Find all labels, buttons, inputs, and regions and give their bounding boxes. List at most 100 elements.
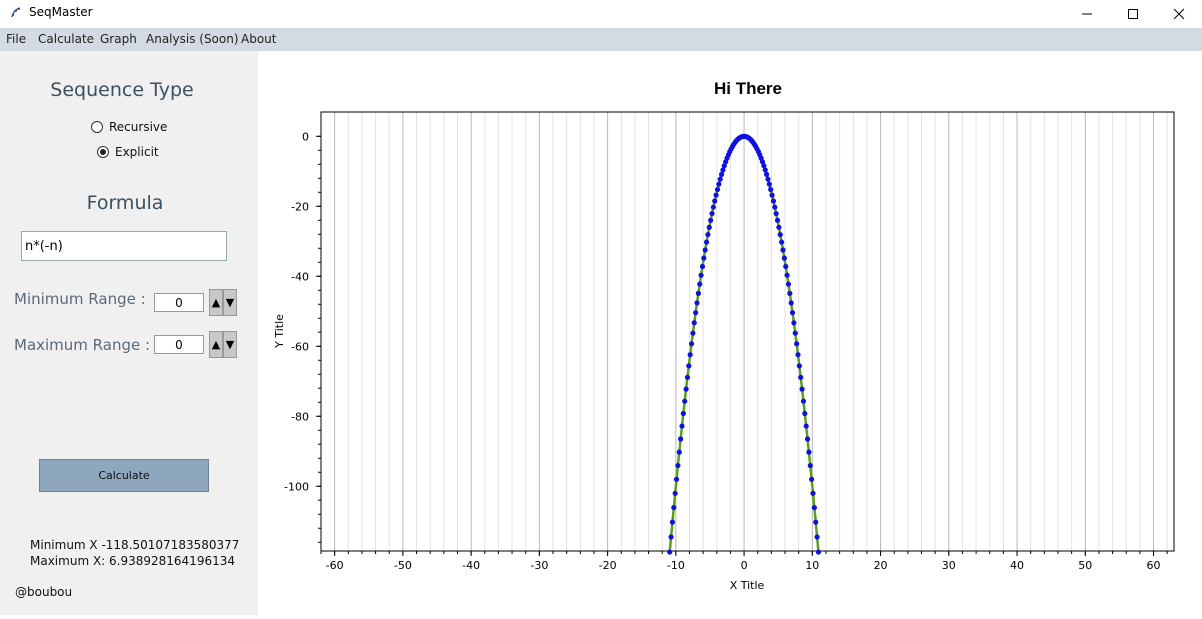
radio-button-unchecked[interactable] [91,121,103,133]
data-point [701,255,707,261]
data-point [780,247,786,253]
x-tick-label: 40 [1010,559,1024,572]
radio-button-checked[interactable] [97,146,109,158]
data-point [788,300,794,306]
data-point [673,476,680,482]
data-point [810,490,816,496]
data-point [781,255,787,261]
min-range-down-button[interactable]: ▼ [223,289,237,316]
data-point [813,519,819,525]
title-bar: SeqMaster [0,0,1202,28]
data-point [759,159,766,165]
max-range-down-button[interactable]: ▼ [223,331,237,358]
formula-input[interactable] [21,231,227,261]
close-icon [1173,8,1185,20]
calculate-button[interactable]: Calculate [39,459,209,492]
y-tick-label: -60 [291,340,309,353]
data-point [718,171,725,177]
data-point [693,310,699,316]
data-point [773,210,779,217]
window-title: SeqMaster [29,5,93,19]
data-point [667,549,673,555]
data-point [800,398,807,404]
sequence-type-heading: Sequence Type [50,79,194,101]
data-point [720,167,726,173]
data-point [694,300,700,306]
data-point [795,352,801,358]
data-point [699,263,706,270]
data-point [791,320,797,326]
data-point [814,534,820,540]
sequence-chart[interactable]: Hi There -60 -50 -40 -30 -20 -10 0 10 20 30 40 50 60… [258,66,1202,615]
max-range-input[interactable] [154,335,204,354]
data-point [695,290,701,296]
data-point [776,224,782,230]
data-point [669,519,676,525]
x-tick-label: -40 [462,559,480,572]
minimum-x-readout: Minimum X -118.50107183580377 [30,538,240,552]
data-point [787,290,793,296]
data-point [799,386,805,392]
radio-explicit[interactable]: Explicit [97,145,159,159]
maximize-icon [1128,9,1138,19]
chart-series [667,133,822,555]
y-tick-label: -20 [291,200,309,213]
x-tick-label: 60 [1147,559,1161,572]
data-point [803,423,809,429]
menu-bar: File Calculate Graph Analysis (Soon) Abo… [0,28,1202,51]
data-point [706,224,712,230]
chart-grid [320,112,1168,551]
close-button[interactable] [1156,0,1202,28]
data-point [676,449,682,455]
data-point [774,217,781,223]
data-point [712,198,718,204]
data-point [714,186,721,193]
x-tick-label: 50 [1078,559,1092,572]
radio-recursive[interactable]: Recursive [91,120,167,134]
menu-analysis[interactable]: Analysis (Soon) [146,32,239,46]
max-range-up-button[interactable]: ▲ [209,331,223,358]
data-point [784,272,790,278]
data-point [768,186,774,193]
data-point [684,374,691,380]
minimize-button[interactable] [1064,0,1110,28]
min-range-up-button[interactable]: ▲ [209,289,223,316]
data-point [682,398,688,404]
x-tick-label: -60 [326,559,344,572]
maximize-button[interactable] [1110,0,1156,28]
app-icon [11,7,21,18]
data-point [672,490,678,496]
minimize-icon [1082,13,1092,15]
data-point [783,263,789,270]
data-point [691,320,697,326]
max-range-label: Maximum Range : [14,336,151,354]
data-point [713,192,719,198]
data-point [716,181,722,187]
data-point [708,217,714,223]
min-range-input[interactable] [154,293,204,312]
data-point [679,423,685,429]
data-point [698,272,704,278]
radio-recursive-label: Recursive [109,120,168,134]
data-point [688,341,695,347]
plot-border [320,111,1175,552]
x-tick-label: 10 [805,559,819,572]
min-range-label: Minimum Range : [14,290,146,308]
credit-text: @boubou [15,585,73,599]
chart-axes [320,111,1175,552]
menu-graph[interactable]: Graph [100,32,137,46]
x-axis-label: X Title [730,579,765,592]
data-point [668,534,674,540]
data-point [802,410,808,417]
y-tick-label: -100 [284,480,309,493]
arrow-down-icon: ▼ [225,338,235,351]
data-point [675,462,681,469]
data-point [709,210,715,217]
menu-calculate[interactable]: Calculate [38,32,95,46]
arrow-up-icon: ▲ [211,338,221,351]
x-tick-label: 30 [942,559,956,572]
data-point [779,239,785,245]
menu-about[interactable]: About [241,32,277,46]
menu-file[interactable]: File [6,32,27,46]
data-point [792,330,798,336]
